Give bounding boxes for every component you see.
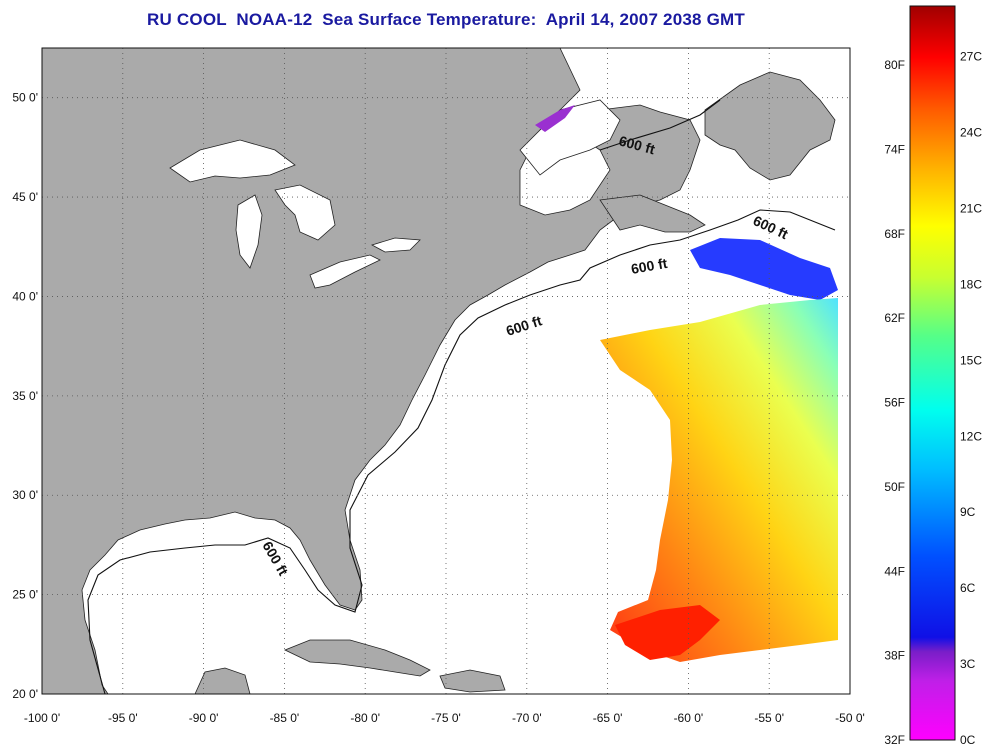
colorbar-fahrenheit-label: 44F [884,564,905,578]
colorbar-celsius-label: 0C [960,733,976,747]
latitude-axis: 20 0' 25 0' 30 0' 35 0' 40 0' 45 0' 50 0' [12,91,38,701]
lake-superior [169,139,296,183]
latitude-tick-label: 30 0' [12,488,38,502]
land [41,47,836,695]
contour-label: 600 ft [630,255,669,277]
longitude-tick-label: -75 0' [431,711,461,725]
contour-line-north [599,99,721,151]
longitude-tick-label: -90 0' [189,711,219,725]
sst-warm-tip [615,605,720,660]
lake-ontario [370,237,421,253]
sst-north-cold-patch [690,238,838,300]
colorbar-celsius-label: 24C [960,126,982,140]
map-frame [41,47,851,695]
colorbar-celsius-labels: 0C 3C 6C 9C 12C 15C 18C 21C 24C 27C [960,50,982,747]
colorbar-fahrenheit-label: 68F [884,227,905,241]
lake-michigan [235,194,263,269]
latitude-tick-label: 25 0' [12,588,38,602]
colorbar-fahrenheit-label: 56F [884,396,905,410]
colorbar-celsius-label: 6C [960,581,976,595]
colorbar-fahrenheit-label: 74F [884,142,905,156]
colorbar-celsius-label: 12C [960,429,982,443]
colorbar-celsius-label: 9C [960,505,976,519]
latitude-tick-label: 35 0' [12,389,38,403]
longitude-tick-label: -70 0' [512,711,542,725]
cuba-land [284,639,431,677]
latitude-tick-label: 40 0' [12,289,38,303]
longitude-tick-label: -60 0' [674,711,704,725]
newfoundland-land [704,71,836,181]
hispaniola-land [439,669,506,693]
longitude-tick-label: -80 0' [350,711,380,725]
contour-line [87,209,836,695]
colorbar-fahrenheit-label: 80F [884,58,905,72]
colorbar-fahrenheit-label: 50F [884,480,905,494]
longitude-tick-label: -50 0' [835,711,865,725]
longitude-tick-label: -95 0' [108,711,138,725]
colorbar-gradient [909,5,956,741]
colorbar-celsius-label: 15C [960,353,982,367]
lake-erie [309,254,381,289]
contour-600ft [87,99,836,695]
colorbar-celsius-label: 18C [960,277,982,291]
sst-labrador-cold [535,105,575,132]
great-lakes [169,99,621,289]
map-title: RU COOL NOAA-12 Sea Surface Temperature:… [147,10,745,29]
colorbar-celsius-label: 21C [960,201,982,215]
colorbar-fahrenheit-labels: 32F 38F 44F 50F 56F 62F 68F 74F 80F [884,58,905,747]
longitude-tick-label: -65 0' [593,711,623,725]
sst-data [535,105,838,662]
colorbar-fahrenheit-label: 32F [884,733,905,747]
longitude-tick-label: -100 0' [24,711,60,725]
latitude-tick-label: 50 0' [12,91,38,105]
longitude-tick-label: -85 0' [270,711,300,725]
colorbar-fahrenheit-label: 38F [884,649,905,663]
nova-scotia-land [599,194,706,233]
colorbar-celsius-label: 3C [960,657,976,671]
longitude-axis: -100 0' -95 0' -90 0' -85 0' -80 0' -75 0' -70… [24,711,865,725]
lake-huron [274,184,336,241]
sst-gulf-stream-east [600,298,838,662]
longitude-tick-label: -55 0' [754,711,784,725]
colorbar-fahrenheit-label: 62F [884,311,905,325]
colorbar: 32F 38F 44F 50F 56F 62F 68F 74F 80F 0C 3C 6C 9C 12C 1… [884,5,982,747]
colorbar-celsius-label: 27C [960,50,982,64]
latitude-tick-label: 20 0' [12,687,38,701]
latitude-tick-label: 45 0' [12,190,38,204]
